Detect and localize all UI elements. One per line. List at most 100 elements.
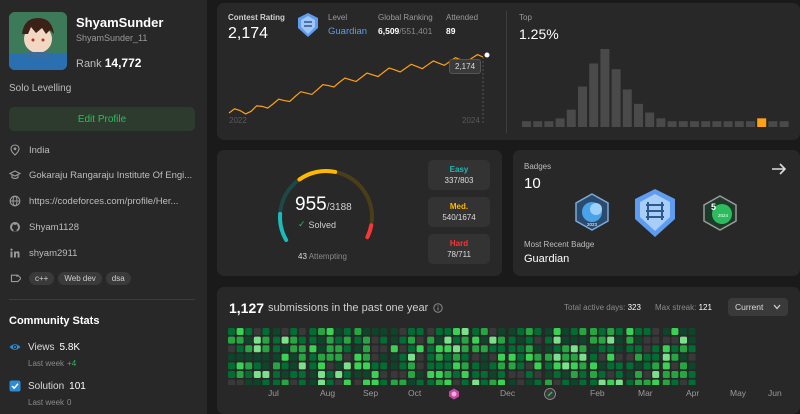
heatmap-cell	[461, 379, 469, 385]
solved-count: 955/3188	[295, 194, 352, 216]
heatmap-cell	[607, 345, 615, 353]
heatmap-cell	[298, 353, 306, 361]
skill-tag[interactable]: c++	[29, 271, 55, 285]
github-row[interactable]: Shyam1128	[9, 220, 199, 234]
heatmap-cell	[590, 345, 597, 353]
heatmap-cell	[472, 353, 480, 361]
heatmap-cell	[281, 328, 289, 335]
website-row[interactable]: https://codeforces.com/profile/Her...	[9, 194, 199, 208]
heatmap-cell	[253, 353, 261, 361]
heatmap-cell	[326, 336, 334, 344]
info-icon[interactable]	[433, 303, 443, 313]
heatmap-cell	[444, 353, 452, 361]
heatmap-cell	[399, 371, 407, 378]
heatmap-cell	[453, 336, 460, 344]
medium-value: 540/1674	[442, 213, 476, 222]
heatmap-cell	[626, 371, 634, 378]
histogram-bar	[645, 112, 655, 127]
views-label: Views	[28, 341, 55, 353]
website-link[interactable]: https://codeforces.com/profile/Her...	[29, 195, 179, 207]
heatmap-cell	[590, 328, 597, 335]
heatmap-cell	[688, 336, 696, 344]
heatmap-cell	[354, 345, 362, 353]
heatmap-cell	[416, 362, 424, 370]
edit-profile-button[interactable]: Edit Profile	[9, 107, 195, 131]
heatmap-cell	[688, 362, 696, 370]
heatmap-cell	[228, 362, 235, 370]
histogram-bar	[544, 121, 554, 127]
heatmap-cell	[453, 353, 460, 361]
heatmap-cell	[309, 328, 317, 335]
skill-tag[interactable]: Web dev	[58, 271, 102, 285]
arrow-right-icon[interactable]	[771, 162, 787, 176]
day-streak-badge-icon[interactable]: 5 2024	[701, 194, 739, 232]
heatmap-cell	[525, 362, 533, 370]
heatmap-cell	[236, 328, 244, 335]
heatmap-cell	[461, 371, 469, 378]
heatmap-cell	[635, 353, 642, 361]
rating-latest-point	[484, 52, 490, 58]
views-sub: Last week +4	[28, 359, 76, 368]
annual-badge-icon[interactable]: 2023	[573, 192, 611, 232]
github-link[interactable]: Shyam1128	[29, 221, 79, 233]
solved-total: /3188	[326, 202, 352, 213]
heatmap-cell	[309, 345, 317, 353]
heatmap-cell	[508, 345, 516, 353]
histogram-bar	[589, 63, 599, 127]
heatmap-cell	[562, 362, 570, 370]
attempting-label: Attempting	[308, 252, 347, 261]
heatmap-cell	[390, 336, 398, 344]
histogram-bar	[555, 118, 565, 127]
heatmap-cell	[472, 362, 480, 370]
heatmap-cell	[390, 362, 398, 370]
active-days-value: 323	[627, 303, 641, 312]
x-tick-label: 2024	[462, 116, 480, 125]
heatmap-cell	[335, 328, 343, 335]
heatmap-cell	[534, 379, 542, 385]
heatmap-cell	[245, 371, 253, 378]
linkedin-link[interactable]: shyam2911	[29, 247, 78, 259]
avatar[interactable]	[9, 12, 67, 70]
histogram-bar	[611, 69, 621, 127]
heatmap-cell	[680, 371, 687, 378]
heatmap-cell	[635, 371, 642, 378]
hard-stat[interactable]: Hard 78/711	[428, 234, 490, 264]
heatmap-cell	[262, 371, 270, 378]
user-bio: Solo Levelling	[9, 83, 72, 94]
heatmap-cell	[290, 336, 298, 344]
easy-stat[interactable]: Easy 337/803	[428, 160, 490, 190]
medium-stat[interactable]: Med. 540/1674	[428, 197, 490, 227]
heatmap-cell	[607, 371, 615, 378]
skill-tag[interactable]: dsa	[105, 271, 131, 285]
heatmap-cell	[363, 362, 370, 370]
heatmap-cell	[363, 345, 370, 353]
heatmap-cell	[545, 353, 552, 361]
histogram-bar	[734, 121, 744, 127]
heatmap-cell	[534, 371, 542, 378]
linkedin-row[interactable]: shyam2911	[9, 246, 199, 260]
heatmap-cell	[335, 336, 343, 344]
eye-icon	[9, 344, 21, 350]
heatmap-cell	[371, 345, 379, 353]
histogram-bar	[723, 121, 733, 127]
guardian-badge-icon[interactable]	[631, 187, 679, 239]
solution-delta: 0	[67, 398, 72, 407]
heatmap-cell	[298, 379, 306, 385]
heatmap-cell	[480, 353, 488, 361]
solution-sub-label: Last week	[28, 398, 65, 407]
heatmap-cell	[371, 379, 379, 385]
sidebar-divider	[9, 299, 195, 300]
dropdown-value: Current	[735, 302, 764, 312]
heatmap-cell	[453, 371, 460, 378]
heatmap-cell	[562, 336, 570, 344]
heatmap-cell	[553, 353, 561, 361]
heatmap-cell	[416, 371, 424, 378]
heatmap-cell	[680, 328, 687, 335]
rating-histogram	[522, 49, 789, 127]
heatmap-cell	[480, 362, 488, 370]
rating-tooltip: 2,174	[449, 59, 482, 74]
year-dropdown[interactable]: Current	[728, 298, 788, 316]
user-name: ShyamSunder	[76, 15, 164, 30]
heatmap-cell	[408, 345, 415, 353]
heatmap-cell	[461, 362, 469, 370]
